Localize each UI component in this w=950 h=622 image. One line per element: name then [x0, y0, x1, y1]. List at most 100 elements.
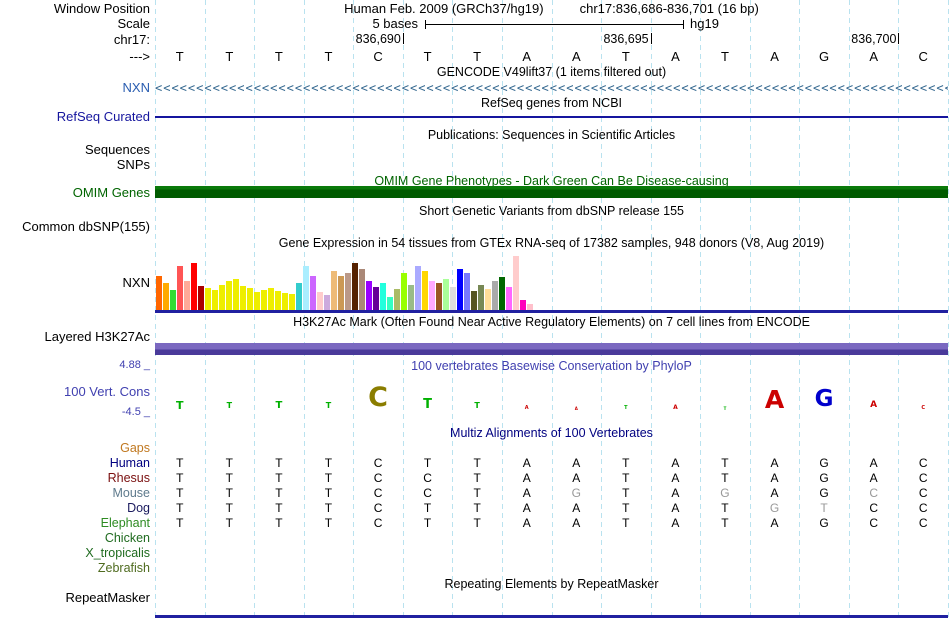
gtex-gene-label[interactable]: NXN [122, 275, 150, 290]
gtex-expression-bar[interactable] [331, 271, 337, 310]
gtex-expression-bar[interactable] [387, 297, 393, 310]
gtex-expression-bar[interactable] [184, 281, 190, 310]
gtex-expression-bar[interactable] [247, 288, 253, 310]
gtex-expression-bar[interactable] [296, 283, 302, 310]
gtex-expression-bar[interactable] [436, 283, 442, 310]
multiz-species-label[interactable]: Mouse [112, 485, 150, 500]
multiz-row-zebrafish[interactable]: Zebrafish [0, 560, 948, 575]
gtex-expression-bar[interactable] [317, 292, 323, 310]
gtex-expression-bar[interactable] [324, 295, 330, 310]
omim-genes-label[interactable]: OMIM Genes [72, 185, 150, 200]
gtex-expression-bar[interactable] [268, 288, 274, 310]
dbsnp-track-label[interactable]: Common dbSNP(155) [22, 219, 150, 234]
sequence-base: A [770, 49, 779, 64]
gtex-expression-bar[interactable] [422, 271, 428, 310]
omim-gene-bar[interactable] [155, 186, 948, 198]
gtex-expression-bar[interactable] [471, 291, 477, 310]
gencode-item-label[interactable]: NXN [122, 80, 150, 95]
h3k27ac-track-label[interactable]: Layered H3K27Ac [44, 329, 150, 344]
gtex-expression-bar[interactable] [226, 281, 232, 310]
gtex-expression-bar[interactable] [506, 287, 512, 310]
gtex-expression-bar[interactable] [303, 266, 309, 310]
multiz-row-x_tropicalis[interactable]: X_tropicalis [0, 545, 948, 560]
gtex-expression-bar[interactable] [527, 304, 533, 310]
gtex-expression-bar[interactable] [233, 279, 239, 310]
gtex-expression-bar[interactable] [359, 269, 365, 310]
gtex-expression-bar[interactable] [205, 288, 211, 310]
gtex-expression-bar[interactable] [177, 266, 183, 310]
gtex-expression-bar[interactable] [310, 276, 316, 310]
conservation-letter: T [176, 398, 184, 412]
gtex-expression-bar[interactable] [345, 273, 351, 310]
gtex-expression-bar[interactable] [373, 287, 379, 310]
gtex-expression-bar[interactable] [156, 276, 162, 310]
aligned-base: A [671, 500, 680, 515]
current-position[interactable]: chr17:836,686-836,701 (16 bp) [579, 1, 759, 16]
multiz-species-label[interactable]: Chicken [104, 530, 150, 545]
strand-arrow-label[interactable]: ---> [129, 49, 150, 64]
conservation-letter-cell: G [799, 372, 849, 410]
gtex-expression-bar[interactable] [478, 285, 484, 310]
gtex-expression-bar[interactable] [289, 294, 295, 310]
gtex-expression-bar[interactable] [394, 289, 400, 310]
multiz-species-label[interactable]: Zebrafish [97, 560, 150, 575]
multiz-species-label[interactable]: Elephant [100, 515, 150, 530]
refseq-curated-label[interactable]: RefSeq Curated [56, 109, 150, 124]
gtex-expression-bar[interactable] [366, 281, 372, 310]
gtex-expression-bar[interactable] [450, 287, 456, 310]
multiz-row-dog[interactable]: Dog T T T T C T T A A T A T G T C C [0, 500, 948, 515]
multiz-row-mouse[interactable]: Mouse T T T T C C T A G T A G A G C C [0, 485, 948, 500]
multiz-row-rhesus[interactable]: Rhesus T T T T C C T A A T A T A G A C [0, 470, 948, 485]
gtex-expression-bar[interactable] [429, 281, 435, 310]
multiz-row-gaps[interactable]: Gaps [0, 440, 948, 455]
gtex-expression-bar[interactable] [261, 290, 267, 310]
gencode-track-title: GENCODE V49lift37 (1 items filtered out) [436, 65, 667, 79]
gtex-expression-bar[interactable] [408, 285, 414, 310]
multiz-species-label[interactable]: Gaps [120, 440, 150, 455]
h3k27ac-signal-bar[interactable] [155, 343, 948, 355]
publications-sequences-label[interactable]: Sequences [84, 142, 150, 157]
multiz-row-chicken[interactable]: Chicken [0, 530, 948, 545]
gtex-expression-bar[interactable] [492, 281, 498, 310]
gtex-expression-bar[interactable] [240, 286, 246, 310]
gtex-expression-bar[interactable] [457, 269, 463, 310]
gtex-expression-bar[interactable] [352, 263, 358, 310]
conservation-track-label[interactable]: 100 Vert. Cons [64, 384, 150, 399]
gtex-expression-bar[interactable] [499, 277, 505, 310]
multiz-species-label[interactable]: Rhesus [107, 470, 150, 485]
gtex-expression-bar[interactable] [198, 286, 204, 310]
gtex-expression-bar[interactable] [338, 276, 344, 310]
multiz-row-elephant[interactable]: Elephant T T T T C T T A A T A T A G C C [0, 515, 948, 530]
base-gridline [848, 0, 850, 618]
gtex-expression-bar[interactable] [163, 283, 169, 310]
gtex-expression-bar[interactable] [380, 283, 386, 310]
gtex-expression-bar[interactable] [415, 266, 421, 310]
gtex-expression-bar[interactable] [485, 289, 491, 310]
gtex-track-title: Gene Expression in 54 tissues from GTEx … [278, 236, 825, 250]
refseq-transcript-line[interactable] [155, 116, 948, 118]
multiz-species-label[interactable]: Human [109, 455, 150, 470]
gtex-expression-bar[interactable] [191, 263, 197, 310]
multiz-species-label[interactable]: X_tropicalis [85, 545, 150, 560]
gtex-expression-bar[interactable] [254, 292, 260, 310]
multiz-species-label[interactable]: Dog [127, 500, 150, 515]
gtex-expression-bar[interactable] [401, 273, 407, 310]
gtex-expression-bar[interactable] [443, 279, 449, 310]
gtex-expression-bar[interactable] [464, 273, 470, 310]
aligned-base: G [819, 485, 829, 500]
publications-snps-label[interactable]: SNPs [116, 157, 150, 172]
repeatmasker-track-label[interactable]: RepeatMasker [65, 590, 150, 605]
multiz-row-human[interactable]: Human T T T T C T T A A T A T A G A C [0, 455, 948, 470]
gencode-transcript-arrows[interactable]: <<<<<<<<<<<<<<<<<<<<<<<<<<<<<<<<<<<<<<<<… [155, 81, 948, 95]
gtex-expression-bar[interactable] [212, 290, 218, 310]
gtex-expression-bar[interactable] [282, 293, 288, 310]
ruler-tick-label: 836,695 [603, 32, 649, 46]
gtex-expression-bar[interactable] [275, 291, 281, 310]
aligned-base: T [721, 515, 729, 530]
gtex-expression-chart[interactable] [156, 250, 533, 310]
gtex-expression-bar[interactable] [219, 285, 225, 310]
gtex-expression-bar[interactable] [513, 256, 519, 310]
gtex-expression-bar[interactable] [520, 300, 526, 310]
gtex-expression-bar[interactable] [170, 290, 176, 310]
